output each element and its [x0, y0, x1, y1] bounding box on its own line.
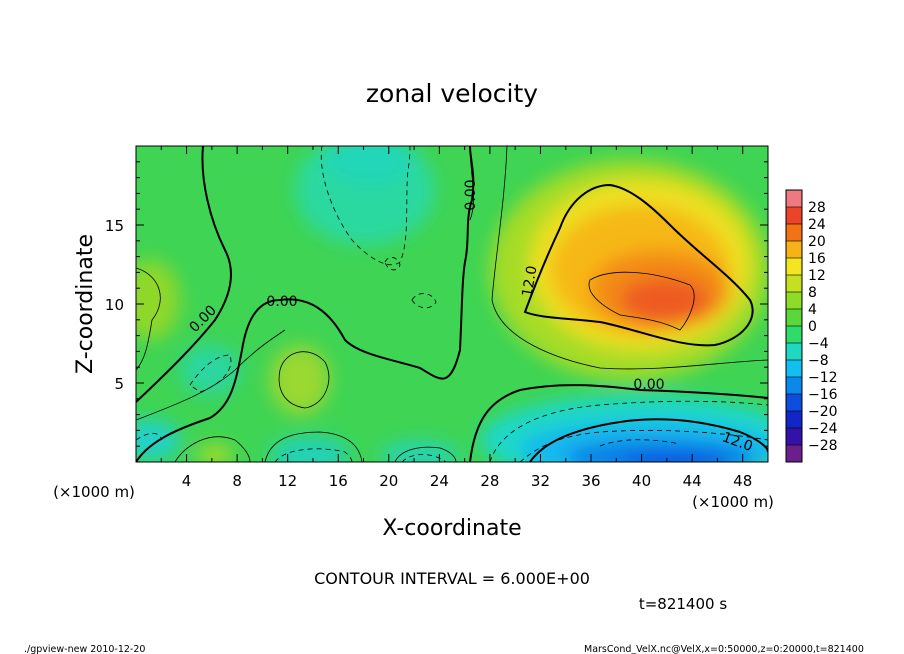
colorbar-segment: [786, 377, 802, 394]
contour-line: [278, 351, 330, 409]
y-axis: 5 10 15: [105, 161, 768, 447]
colorbar-segment: [786, 394, 802, 411]
contour-12: [523, 183, 754, 347]
x-tick-label: 12: [278, 472, 297, 490]
contour-line: [189, 354, 232, 393]
field-patch: [180, 345, 240, 395]
colorbar-label: −28: [808, 438, 838, 454]
x-tick-label: 8: [232, 472, 242, 490]
contour-lines-negative: [136, 146, 768, 462]
x-tick-label: 48: [733, 472, 752, 490]
contour-line: [394, 446, 457, 462]
colorbar-label: 16: [808, 251, 826, 267]
contour-line: [588, 271, 695, 331]
colorbar-label: 12: [808, 268, 826, 284]
chart-title: zonal velocity: [366, 79, 538, 108]
field-patch: [325, 146, 415, 185]
x-tick-label: 24: [430, 472, 449, 490]
field-patch: [136, 420, 180, 460]
colorbar-segment: [786, 275, 802, 292]
contour-line: [599, 439, 681, 447]
colorbar-label: −4: [808, 336, 829, 352]
x-axis: 4 8 12 16 20 24 28 32 36 40 44 48: [160, 146, 752, 490]
colorbar-label: 0: [808, 319, 817, 335]
contour-label: 0.00: [266, 294, 297, 310]
x-unit-left: (×1000 m): [53, 483, 135, 501]
colorbar-segment: [786, 309, 802, 326]
colorbar-segment: [786, 292, 802, 309]
x-axis-label: X-coordinate: [382, 516, 521, 541]
colorbar-label: 24: [808, 217, 826, 233]
field-patch: [620, 278, 710, 322]
colorbar-segment: [786, 343, 802, 360]
x-tick-label: 36: [581, 472, 600, 490]
footer-right: MarsCond_VelX.nc@VelX,x=0:50000,z=0:2000…: [584, 644, 864, 654]
y-tick-label: 5: [114, 375, 124, 393]
x-tick-label: 32: [531, 472, 550, 490]
colorbar-segment: [786, 411, 802, 428]
plot-area: 0.00 0.00 0.00 0.00 12.0 12.0: [136, 146, 768, 462]
colorbar-label: −20: [808, 404, 838, 420]
colorbar-label: −8: [808, 353, 829, 369]
contour-zero-left: [136, 146, 233, 403]
colorbar-segment: [786, 224, 802, 241]
contour-line: [136, 329, 286, 421]
contour-label: 0.00: [633, 377, 664, 393]
x-tick-label: 16: [329, 472, 348, 490]
contour-negative-12: [529, 418, 768, 462]
time-text: t=821400 s: [639, 595, 727, 613]
x-tick-label: 44: [683, 472, 702, 490]
colorbar-label: 4: [808, 302, 817, 318]
x-tick-label: 40: [632, 472, 651, 490]
colorbar-label: −12: [808, 370, 838, 386]
colorbar-segment: [786, 190, 802, 207]
field-patch: [621, 454, 729, 462]
colorbar-segment: [786, 258, 802, 275]
contour-line: [274, 448, 353, 462]
contour-zero-center: [136, 146, 475, 462]
colorbar-label: 28: [808, 200, 826, 216]
contour-line: [320, 146, 411, 266]
colorbar-segment: [786, 360, 802, 377]
colorbar-label: 20: [808, 234, 826, 250]
contour-line: [411, 293, 437, 309]
contour-interval-text: CONTOUR INTERVAL = 6.000E+00: [314, 569, 590, 588]
colorbar-label: −24: [808, 421, 838, 437]
colorbar-segment: [786, 241, 802, 258]
colorbar-segment: [786, 326, 802, 343]
contour-line: [384, 257, 401, 271]
colorbar-segment: [786, 445, 802, 462]
contour-line: [491, 146, 768, 370]
field-patch: [136, 260, 180, 340]
y-tick-label: 10: [105, 296, 124, 314]
contour-line: [136, 267, 161, 371]
colorbar-label: 8: [808, 285, 817, 301]
colorbar-segment: [786, 428, 802, 445]
contour-line: [519, 430, 768, 462]
colorbar-segment: [786, 207, 802, 224]
field-patch: [270, 437, 350, 462]
x-tick-label: 28: [480, 472, 499, 490]
x-tick-label: 20: [379, 472, 398, 490]
x-unit-right: (×1000 m): [692, 493, 774, 511]
field-patch: [380, 441, 460, 462]
contour-label: 0.00: [463, 179, 479, 210]
colorbar-label: −16: [808, 387, 838, 403]
contour-line: [489, 400, 768, 462]
contour-line: [136, 432, 163, 441]
contour-line: [174, 436, 251, 462]
contour-line: [401, 454, 447, 462]
y-tick-label: 15: [105, 217, 124, 235]
contour-line: [264, 431, 363, 462]
x-tick-label: 4: [182, 472, 192, 490]
field-patch: [197, 445, 233, 462]
y-axis-label: Z-coordinate: [73, 234, 98, 374]
footer-left: ./gpview-new 2010-12-20: [24, 644, 145, 654]
contour-lines-thick: [136, 146, 768, 462]
contour-zero-bottom: [469, 384, 768, 462]
contour-label: 12.0: [519, 265, 540, 298]
